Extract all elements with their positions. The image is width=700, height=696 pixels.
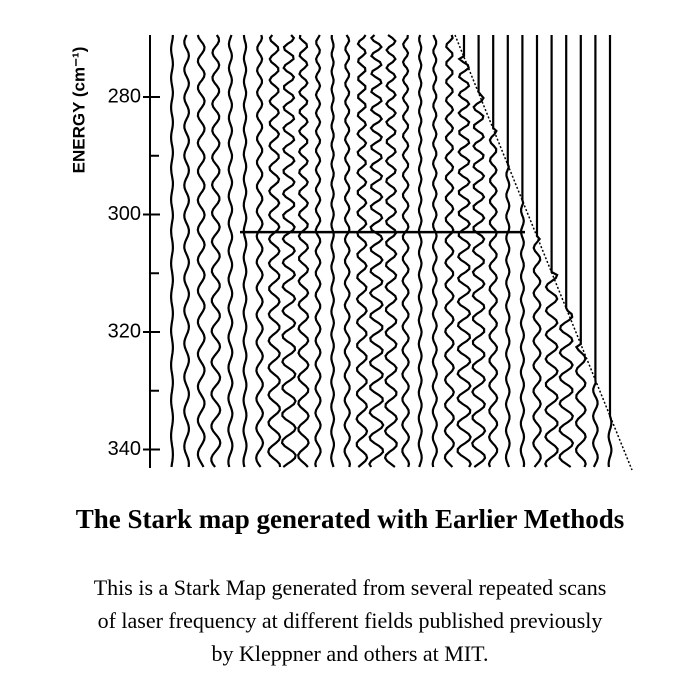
trace: [504, 35, 511, 468]
trace: [210, 34, 222, 468]
trace: [183, 34, 191, 468]
trace: [591, 35, 599, 468]
trace: [431, 34, 438, 468]
trace: [519, 35, 526, 468]
caption-line: by Kleppner and others at MIT.: [212, 641, 489, 666]
trace: [267, 34, 282, 468]
trace: [297, 34, 310, 468]
y-tick-label: 320: [108, 320, 141, 342]
figure-title: The Stark map generated with Earlier Met…: [76, 504, 624, 534]
trace: [227, 34, 234, 468]
trace: [574, 35, 587, 468]
trace: [368, 34, 385, 468]
trace: [471, 35, 487, 468]
trace: [456, 35, 472, 468]
trace: [355, 34, 369, 468]
trace: [532, 35, 542, 468]
trace: [487, 35, 499, 468]
trace: [401, 34, 411, 468]
stark-traces: [169, 34, 633, 471]
trace: [280, 34, 297, 468]
trace: [383, 34, 399, 468]
trace: [196, 34, 206, 468]
trace: [343, 34, 352, 468]
trace: [255, 34, 265, 468]
y-tick-label: 300: [108, 203, 141, 225]
caption-line: of laser frequency at different fields p…: [98, 608, 603, 633]
y-axis-label: ENERGY (cm⁻¹): [69, 47, 88, 174]
trace: [607, 35, 613, 468]
y-tick-label: 280: [108, 85, 141, 107]
trace: [544, 35, 559, 468]
caption-line: This is a Stark Map generated from sever…: [94, 575, 607, 600]
trace: [443, 34, 455, 468]
trace: [314, 34, 322, 468]
trace: [330, 34, 336, 468]
trace: [558, 35, 575, 468]
trace: [417, 34, 423, 468]
trace: [242, 34, 248, 468]
trace: [169, 34, 175, 468]
y-tick-label: 340: [108, 438, 141, 460]
